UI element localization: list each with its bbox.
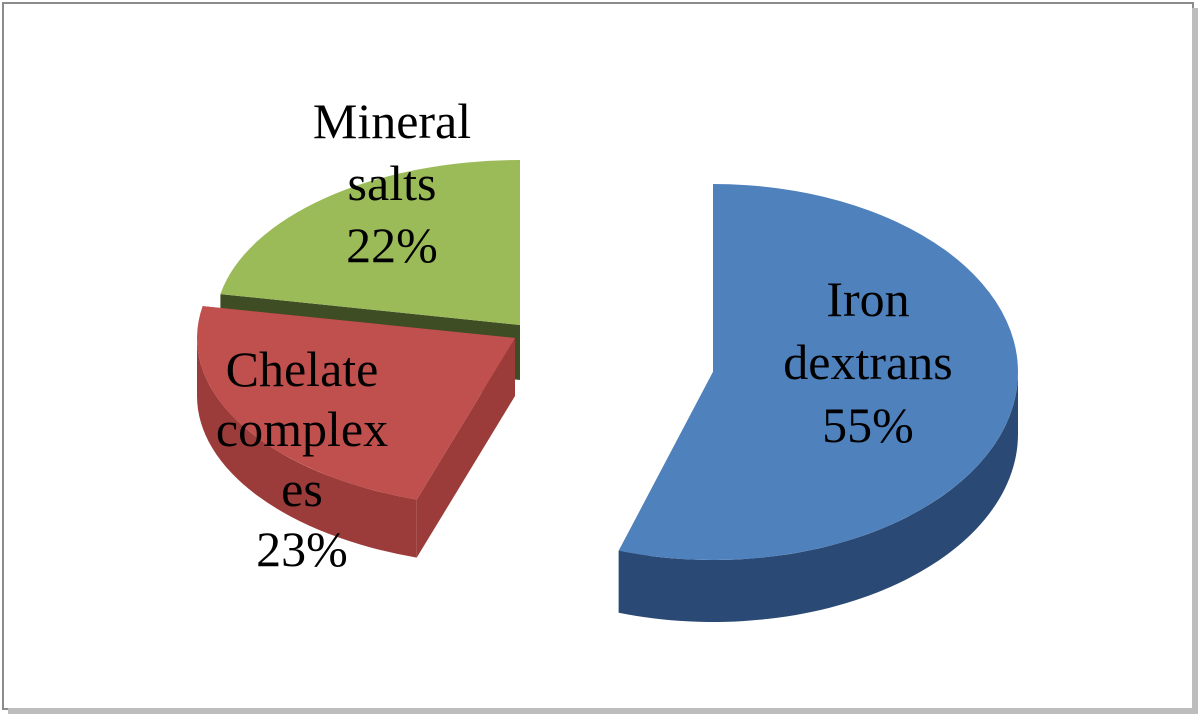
frame-shadow-right	[1192, 8, 1198, 713]
iron-dextrans-slice[interactable]	[618, 184, 1018, 560]
chelate-complexes-label-line: complex	[216, 401, 388, 457]
chelate-complexes-slice[interactable]	[196, 306, 515, 500]
mineral-salts-label-line: Mineral	[313, 93, 471, 149]
chelate-complexes-slice-side	[196, 338, 417, 558]
iron-dextrans-label-line: dextrans	[783, 334, 952, 390]
chelate-complexes-label-line: 23%	[256, 521, 348, 577]
mineral-salts-label-line: 22%	[346, 217, 438, 273]
iron-dextrans-label-line: 55%	[822, 397, 914, 453]
frame-shadow-bottom	[8, 708, 1198, 714]
iron-dextrans-label-line: Iron	[826, 271, 909, 327]
mineral-salts-label-line: salts	[348, 155, 437, 211]
chelate-complexes-label-line: es	[281, 461, 323, 517]
chelate-complexes-label-line: Chelate	[226, 341, 379, 397]
mineral-salts-slice[interactable]	[220, 160, 520, 325]
iron-dextrans-slice-side	[618, 372, 1018, 622]
